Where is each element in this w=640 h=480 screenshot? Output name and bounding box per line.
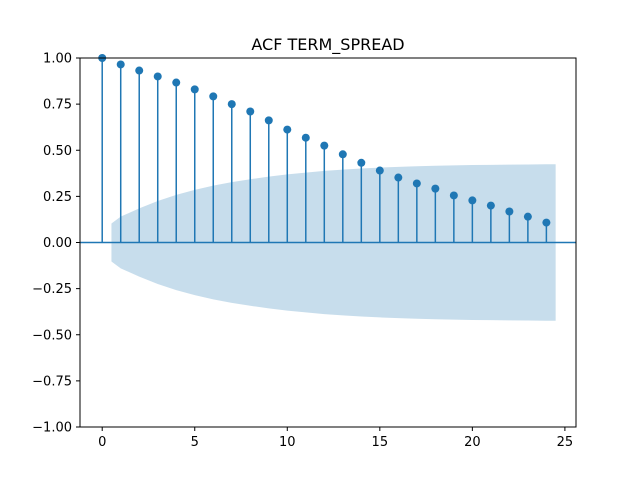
acf-point [190, 85, 199, 94]
acf-point [338, 150, 347, 159]
y-tick-label: 0.00 [43, 236, 72, 251]
chart-title: ACF TERM_SPREAD [251, 35, 404, 55]
acf-point [394, 173, 403, 182]
acf-point [431, 184, 440, 193]
acf-point [246, 107, 255, 116]
acf-point [412, 179, 421, 188]
y-tick-label: 0.50 [43, 144, 72, 159]
y-tick-label: −1.00 [32, 421, 72, 436]
x-tick-label: 10 [279, 435, 296, 450]
acf-point [283, 125, 292, 134]
acf-point [135, 66, 144, 75]
x-tick-label: 15 [372, 435, 389, 450]
acf-point [542, 218, 551, 227]
acf-point [172, 78, 181, 87]
x-tick-label: 0 [98, 435, 106, 450]
y-tick-label: −0.25 [32, 282, 72, 297]
y-tick-label: 1.00 [43, 52, 72, 67]
stem-layer [80, 54, 576, 244]
acf-point [505, 207, 514, 216]
y-tick-label: 0.25 [43, 190, 72, 205]
acf-point [264, 116, 273, 125]
acf-point [153, 72, 162, 81]
acf-point [320, 141, 329, 150]
acf-point [209, 92, 218, 101]
acf-point [301, 133, 310, 142]
acf-point [116, 60, 125, 69]
acf-point [357, 158, 366, 167]
x-tick-label: 5 [191, 435, 199, 450]
x-tick-label: 25 [557, 435, 574, 450]
y-tick-label: −0.75 [32, 374, 72, 389]
acf-point [486, 201, 495, 210]
axis-layer: 0 5 10 15 20 25 −1.00 −0.75 −0.50 −0.25 0.00 0.25 0.… [32, 52, 577, 450]
acf-point [449, 191, 458, 200]
acf-point [375, 166, 384, 175]
y-tick-label: 0.75 [43, 98, 72, 113]
x-tick-label: 20 [464, 435, 481, 450]
acf-point [523, 212, 532, 221]
acf-point [227, 100, 236, 109]
acf-point [468, 196, 477, 205]
y-tick-label: −0.50 [32, 328, 72, 343]
